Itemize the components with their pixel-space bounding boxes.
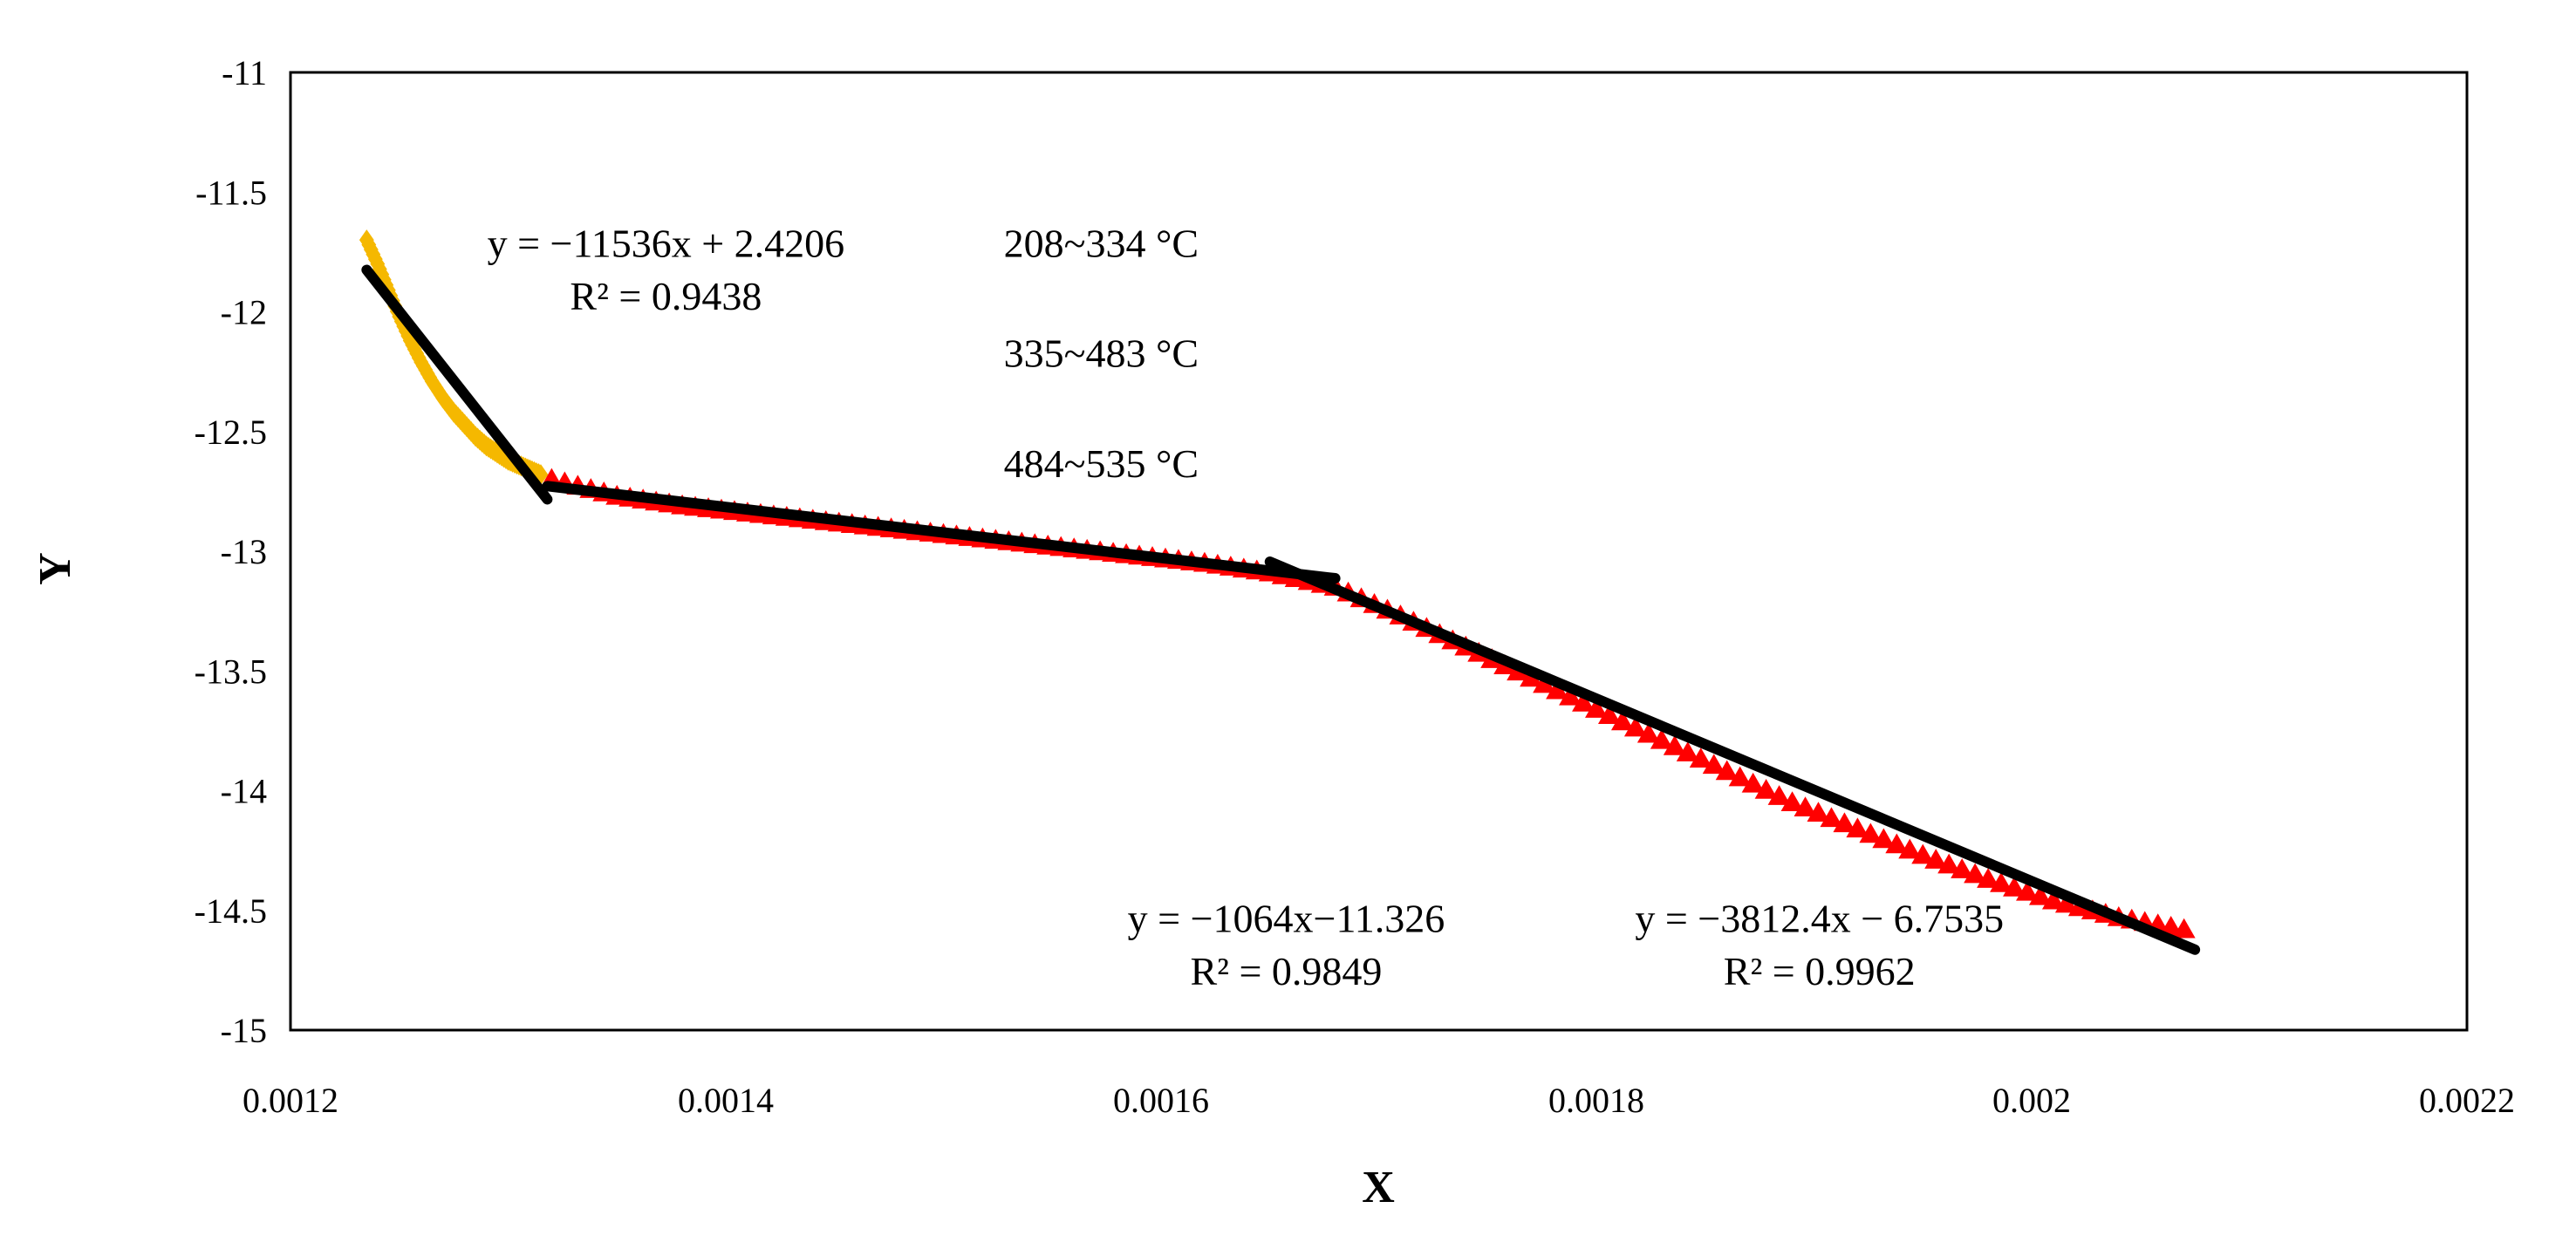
annotation-text: R² = 0.9849 (1191, 949, 1383, 993)
data-point-triangle (1846, 817, 1869, 838)
y-tick-label: -14 (221, 772, 267, 811)
data-point-triangle (1977, 868, 2000, 888)
y-tick-label: -11.5 (195, 173, 267, 212)
annotation-text: 335~483 °C (1004, 331, 1199, 376)
annotation-text: 208~334 °C (1004, 221, 1199, 265)
data-point-triangle (1676, 741, 1699, 761)
y-axis-ticks: -11 -11.5 -12 -12.5 -13 -13.5 -14 -14.5 -15 (195, 53, 267, 1050)
data-point-triangle (1885, 833, 1909, 854)
data-point-triangle (1807, 802, 1830, 823)
data-point-triangle (1754, 778, 1778, 799)
data-point-triangle (2159, 915, 2183, 936)
x-tick-label: 0.0014 (678, 1081, 774, 1120)
x-tick-label: 0.0012 (243, 1081, 338, 1120)
annotation-text: y = −11536x + 2.4206 (488, 221, 845, 265)
annotation-text: y = −1064x−11.326 (1128, 896, 1445, 940)
fit-lines (361, 264, 2201, 955)
data-point-triangle (1623, 716, 1647, 737)
data-point-triangle (1990, 872, 2013, 892)
data-point-triangle (1585, 698, 1608, 718)
data-point-triangle (2028, 884, 2052, 905)
y-tick-label: -11 (222, 53, 267, 92)
data-point-triangle (2041, 889, 2065, 910)
data-point-triangle (1924, 849, 1948, 869)
data-point-triangle (1572, 692, 1595, 712)
data-point-triangle (1689, 747, 1712, 768)
data-point-triangle (1780, 791, 1804, 811)
data-point-triangle (1741, 772, 1765, 793)
annotation-text: y = −3812.4x − 6.7535 (1635, 896, 2004, 940)
data-point-triangle (2016, 880, 2040, 901)
data-point-triangle (1898, 838, 1922, 859)
y-tick-label: -12 (221, 293, 267, 332)
data-point-triangle (1820, 807, 1843, 828)
data-point-triangle (1702, 754, 1725, 775)
trendline (361, 264, 553, 505)
data-point-triangle (2003, 876, 2026, 897)
x-axis-ticks: 0.0012 0.0014 0.0016 0.0018 0.002 0.0022 (243, 1081, 2515, 1120)
data-point-triangle (1715, 760, 1739, 781)
trendline (542, 481, 1341, 584)
data-point-triangle (1650, 728, 1673, 749)
x-tick-label: 0.0022 (2419, 1081, 2515, 1120)
x-tick-label: 0.0016 (1113, 1081, 1209, 1120)
data-point-triangle (1663, 734, 1686, 755)
data-point-triangle (1546, 679, 1569, 700)
data-point-triangle (1964, 863, 1987, 884)
y-tick-label: -14.5 (195, 891, 267, 931)
data-point-triangle (1559, 685, 1582, 706)
y-tick-label: -13.5 (195, 652, 267, 691)
y-axis-title: Y (31, 552, 80, 585)
annotation-text: 484~535 °C (1004, 441, 1199, 486)
data-point-triangle (1833, 812, 1856, 833)
data-point-triangle (1911, 843, 1935, 864)
data-point-triangle (1597, 704, 1621, 725)
annotations: y = −11536x + 2.4206 R² = 0.9438 208~334 °… (488, 221, 2005, 993)
plot-frame (289, 71, 2469, 1032)
data-point-triangle (2172, 918, 2196, 939)
data-point-triangle (1794, 796, 1817, 817)
data-point-triangle (2054, 892, 2078, 913)
y-tick-label: -12.5 (195, 413, 267, 452)
x-axis-title: X (1362, 1163, 1395, 1212)
data-point-triangle (1859, 823, 1882, 843)
trendline (1264, 556, 2201, 955)
annotation-text: R² = 0.9962 (1724, 949, 1916, 993)
y-tick-label: -15 (221, 1011, 267, 1050)
data-point-triangle (1636, 722, 1660, 743)
data-point-triangle (1872, 828, 1896, 849)
x-tick-label: 0.0018 (1548, 1081, 1644, 1120)
data-point-triangle (1728, 766, 1752, 787)
data-point-triangle (1610, 710, 1634, 731)
annotation-text: R² = 0.9438 (570, 274, 762, 318)
x-tick-label: 0.002 (1992, 1081, 2071, 1120)
data-point-triangle (1767, 785, 1791, 805)
data-point-triangle (1533, 672, 1556, 693)
data-point-triangle (1951, 858, 1974, 878)
data-point-triangle (1937, 853, 1961, 874)
y-tick-label: -13 (221, 532, 267, 571)
